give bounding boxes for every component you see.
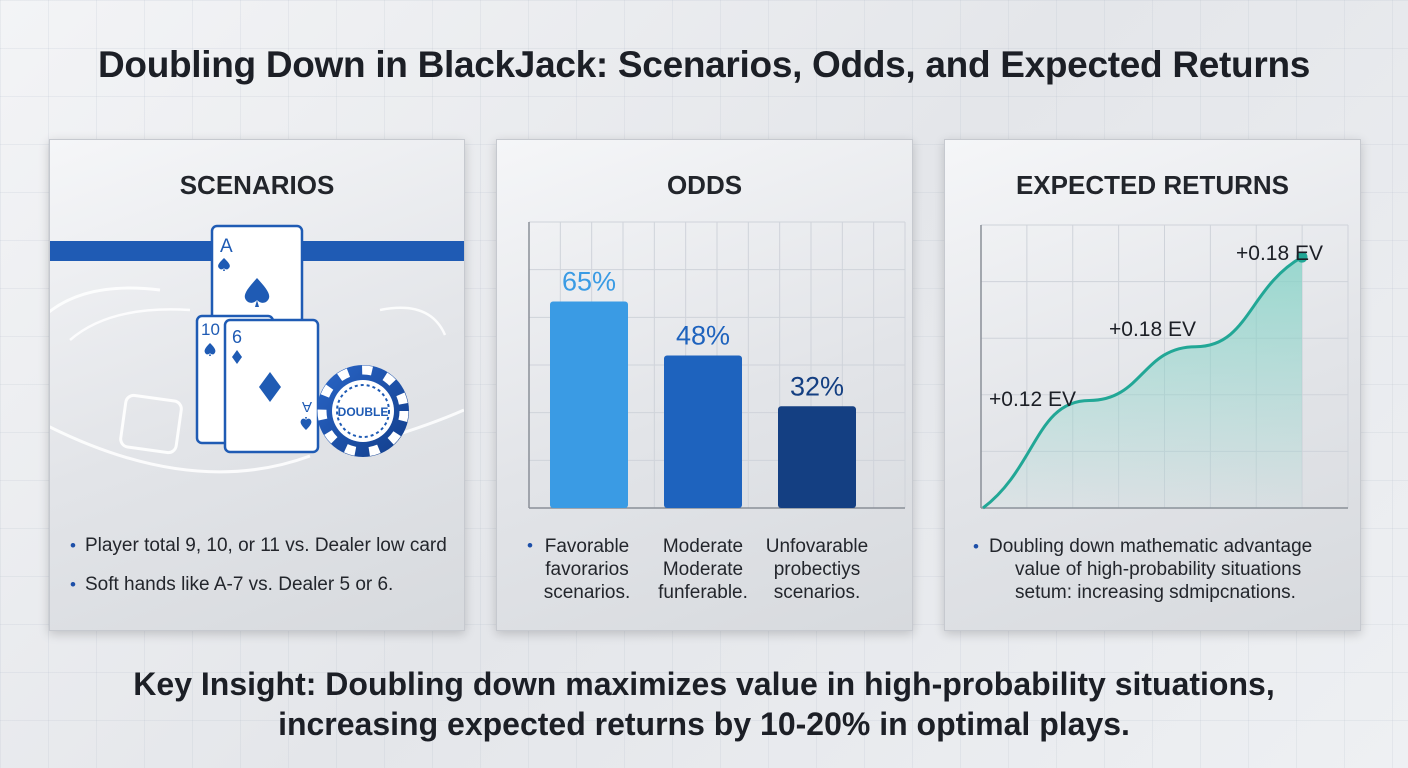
page-title: Doubling Down in BlackJack: Scenarios, O… (97, 44, 1311, 85)
scenario-bullet-2: Soft hands like A-7 vs. Dealer 5 or 6. (84, 574, 394, 595)
returns-heading: EXPECTED RETURNS (1015, 170, 1290, 200)
scenarios-heading: SCENARIOS (179, 170, 335, 200)
playing-card-six: 6 A (223, 318, 320, 454)
list-item: • Player total 9, 10, or 11 vs. Dealer l… (70, 535, 447, 557)
bullet-icon: • (70, 575, 76, 594)
odds-panel: ODDS 65% 48% 32% • Favorable favorarios sc… (496, 139, 913, 631)
key-insight-line-2: increasing expected returns by 10-20% in… (278, 706, 1130, 742)
bar-unfovarable (778, 406, 856, 508)
bar-value-label: 48% (676, 320, 730, 350)
betting-box (119, 393, 183, 455)
ev-line (982, 255, 1303, 510)
blackjack-table-illustration: A 10 6 A DOUBLE (50, 224, 464, 474)
ev-area-fill (983, 257, 1302, 508)
odds-description-moderate: Moderate Moderate funferable. (643, 535, 763, 604)
ev-point-marker (1296, 251, 1308, 263)
odds-desc-line: favorarios (545, 559, 629, 580)
spade-icon (218, 258, 230, 271)
ev-annotation: +0.18 EV (1236, 242, 1323, 265)
scenario-bullet-1: Player total 9, 10, or 11 vs. Dealer low… (84, 535, 447, 556)
card-rank-six: 6 (232, 327, 242, 347)
bullet-icon: • (70, 536, 76, 555)
odds-desc-line: scenarios. (543, 582, 631, 603)
returns-desc-line: setum: increasing sdmipcnations. (1015, 582, 1296, 603)
odds-desc-line: Favorable (544, 536, 630, 557)
table-arc-upper-left (50, 286, 161, 314)
odds-desc-line: Moderate (662, 559, 744, 580)
table-arc-inner-left (69, 308, 191, 341)
table-arc-bottom (50, 425, 311, 474)
bullet-icon: • (527, 536, 533, 555)
bar-value-label: 65% (562, 266, 616, 296)
odds-desc-line: scenarios. (773, 582, 861, 603)
key-insight-line-1: Key Insight: Doubling down maximizes val… (133, 666, 1275, 702)
returns-desc-line: value of high-probability situations (1015, 559, 1302, 580)
returns-panel: EXPECTED RETURNS +0.12 EV +0.18 EV +0.18 E… (944, 139, 1361, 631)
chip-label: DOUBLE (338, 405, 389, 419)
scenarios-bullet-list: • Player total 9, 10, or 11 vs. Dealer l… (70, 535, 447, 613)
bar-moderate (664, 355, 742, 508)
diamond-icon (259, 372, 281, 402)
odds-description-unfavorable: Unfovarable probectiys scenarios. (757, 535, 877, 604)
returns-desc-line: Doubling down mathematic advantage (989, 536, 1313, 557)
double-chip: DOUBLE (317, 365, 409, 457)
card-rank-ten: 10 (201, 320, 220, 339)
spade-icon (300, 417, 312, 430)
spade-icon (244, 278, 270, 307)
odds-description-favorable: Favorable favorarios scenarios. (527, 535, 647, 604)
scenarios-panel: SCENARIOS A 10 6 (49, 139, 465, 631)
list-item: • Soft hands like A-7 vs. Dealer 5 or 6. (70, 574, 447, 596)
odds-heading: ODDS (666, 170, 743, 200)
bar-value-label: 32% (790, 371, 844, 401)
ev-annotation: +0.12 EV (989, 388, 1076, 411)
bar-favorable (550, 301, 628, 508)
card-rank-a: A (220, 236, 233, 257)
key-insight: Key Insight: Doubling down maximizes val… (0, 664, 1408, 744)
card-rank-a-inverted: A (302, 398, 312, 415)
odds-desc-line: probectiys (773, 559, 861, 580)
odds-desc-line: Moderate (662, 536, 744, 557)
odds-desc-line: funferable. (658, 582, 748, 603)
odds-desc-line: Unfovarable (765, 536, 869, 557)
spade-icon (204, 343, 216, 356)
diamond-icon (232, 350, 242, 364)
odds-bar-chart: 65% 48% 32% (528, 221, 906, 509)
table-arc-right (379, 306, 447, 336)
ev-annotation: +0.18 EV (1109, 318, 1196, 341)
returns-description: • Doubling down mathematic advantage val… (973, 535, 1353, 604)
bullet-icon: • (973, 537, 979, 556)
returns-area-chart: +0.12 EV +0.18 EV +0.18 EV (980, 224, 1349, 510)
